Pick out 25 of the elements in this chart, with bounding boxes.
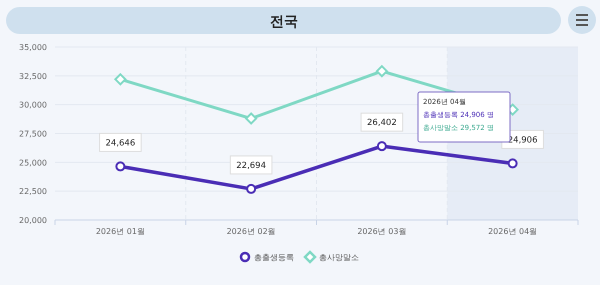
point [246, 184, 256, 194]
point [508, 158, 518, 168]
chart-title: 전국 [270, 14, 298, 30]
y-tick-label: 32,500 [19, 72, 47, 81]
data-label: 22,694 [236, 160, 266, 171]
y-tick-label: 20,000 [19, 216, 47, 225]
y-tick-label: 30,000 [19, 100, 47, 110]
y-tick-label: 27,500 [19, 130, 47, 138]
x-tick-label: 2026년 01월 [96, 227, 145, 236]
legend-label: 총사망말소 [319, 253, 359, 262]
point [114, 73, 126, 86]
data-label: 24,646 [106, 138, 136, 148]
point [115, 161, 126, 172]
y-tick-label: 35,000 [19, 43, 47, 52]
point [376, 65, 388, 78]
y-tick-label: 22,500 [19, 187, 47, 196]
data-label: 26,402 [367, 118, 397, 128]
y-tick-label: 25,000 [19, 158, 47, 168]
x-tick-label: 2026년 03월 [357, 227, 406, 236]
point [376, 141, 387, 152]
data-label: 24,906 [508, 135, 538, 146]
x-tick-label: 2026년 04월 [488, 227, 538, 236]
legend-label: 총출생등록 [254, 253, 294, 262]
x-tick-label: 2026년 02월 [226, 227, 276, 236]
point [245, 112, 258, 125]
